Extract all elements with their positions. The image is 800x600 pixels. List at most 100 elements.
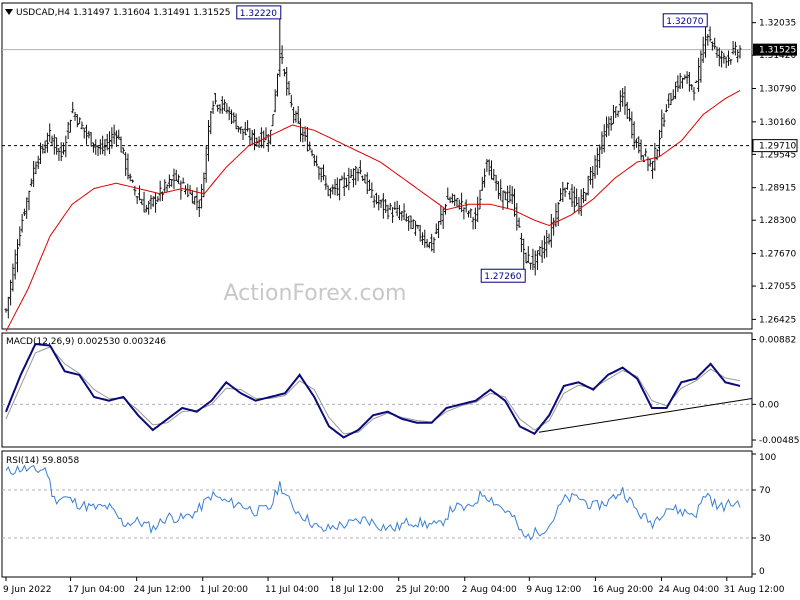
price-bar [582, 188, 586, 204]
price-bar [236, 125, 240, 133]
price-bar [448, 196, 452, 203]
price-bar [529, 262, 533, 270]
price-bar [570, 184, 574, 207]
price-bar [473, 207, 477, 230]
price-bar [549, 214, 553, 248]
price-bar [73, 111, 77, 121]
price-bar [729, 58, 733, 65]
price-bar [588, 166, 592, 185]
price-bar [593, 155, 597, 179]
price-bar [328, 187, 332, 199]
price-bar [151, 196, 155, 207]
price-bar [545, 230, 549, 258]
price-bar [618, 90, 622, 112]
price-bar [416, 224, 420, 229]
price-bar [232, 112, 236, 124]
price-bar [197, 199, 201, 218]
price-bar [262, 130, 266, 149]
price-bar [533, 250, 537, 276]
price-bar [662, 113, 666, 127]
price-bar [556, 202, 560, 227]
price-bar [114, 130, 118, 147]
price-bar [50, 135, 54, 146]
price-bar [616, 110, 620, 118]
price-bar [85, 124, 89, 145]
price-bar [455, 197, 459, 207]
price-annotation: 1.32070 [662, 13, 708, 28]
price-bar [600, 131, 604, 155]
price-bar [25, 197, 29, 219]
price-bar [713, 37, 717, 50]
price-bar [292, 106, 296, 124]
price-tick-label: 1.30160 [759, 118, 796, 128]
price-bar [119, 136, 123, 153]
rsi-panel[interactable] [1, 450, 753, 578]
price-bar [460, 192, 464, 213]
rsi-axis: 100 70 30 0 [752, 453, 776, 577]
price-bar [637, 136, 641, 154]
macd-tick-label: -0.004858 [759, 436, 800, 446]
price-bar [285, 67, 289, 96]
price-bar [678, 73, 682, 89]
price-bar [358, 160, 362, 175]
level-price-value: 1.29710 [759, 142, 796, 152]
macd-panel[interactable] [1, 332, 753, 448]
price-annotation: 1.32220 [236, 5, 282, 20]
price-bar [131, 179, 135, 183]
price-bar [29, 178, 33, 187]
price-bar [731, 41, 735, 55]
price-bar [317, 166, 321, 180]
price-bar [347, 167, 351, 191]
price-bar [75, 114, 79, 128]
price-bar [453, 194, 457, 207]
price-bar [68, 119, 72, 133]
price-tick-label: 1.26425 [759, 315, 796, 325]
price-bar [487, 159, 491, 176]
price-bar [308, 141, 312, 151]
price-bar [335, 177, 339, 196]
price-bar [144, 204, 148, 213]
time-tick-label: 11 Jul 04:00 [265, 585, 319, 595]
price-bar [167, 174, 171, 189]
price-bar [669, 92, 673, 106]
ma-line [5, 90, 741, 332]
macd-axis: 0.00882 0.00 -0.004858 [752, 336, 800, 446]
price-bar [425, 238, 429, 248]
price-bar [664, 104, 668, 113]
price-bar [181, 177, 185, 184]
price-bar [519, 232, 523, 253]
price-bar [342, 172, 346, 197]
price-bar [101, 135, 105, 155]
price-bar [149, 194, 153, 210]
price-bar [110, 127, 114, 149]
price-bar [501, 190, 505, 210]
price-bar [16, 239, 20, 273]
price-bar [45, 132, 49, 153]
price-bar [89, 132, 93, 147]
price-bar [634, 138, 638, 148]
price-bar [204, 145, 208, 183]
time-tick-label: 9 Jun 2022 [3, 585, 51, 595]
price-bar [427, 242, 431, 249]
price-bar [128, 173, 132, 182]
price-annotation: 1.27260 [480, 268, 526, 283]
price-bar [9, 279, 13, 306]
price-bar [430, 233, 434, 252]
price-bar [559, 188, 563, 202]
price-bar [296, 106, 300, 124]
down-triangle-icon[interactable] [5, 9, 13, 15]
price-bar [644, 148, 648, 157]
price-bar [365, 172, 369, 195]
price-bar [124, 152, 128, 176]
macd-tick-label: 0.00 [759, 400, 779, 410]
price-bar [234, 113, 238, 130]
price-bar [126, 153, 130, 180]
price-panel[interactable] [1, 2, 753, 330]
price-bar [701, 36, 705, 63]
price-bar [733, 41, 737, 56]
macd-trendline [538, 397, 753, 433]
price-bar [605, 116, 609, 138]
price-bar [420, 232, 424, 245]
price-bar [503, 191, 507, 201]
